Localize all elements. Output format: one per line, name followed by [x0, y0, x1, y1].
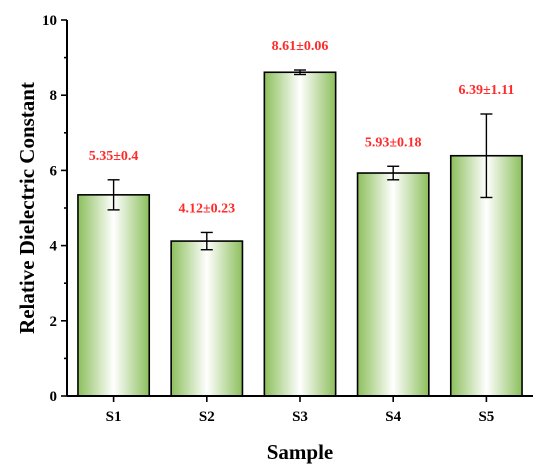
bar-s3: [263, 71, 337, 397]
y-tick-label-2: 2: [50, 314, 58, 330]
y-tick-label-4: 4: [50, 239, 58, 255]
data-label-s2: 4.12±0.23: [178, 201, 235, 216]
x-tick-label-s1: S1: [106, 409, 122, 425]
bar-s4: [356, 172, 430, 397]
error-bar-s1: [107, 179, 120, 211]
bar-s1: [77, 194, 151, 397]
error-bar-s2: [200, 231, 213, 251]
y-axis-label: Relative Dielectric Constant: [15, 82, 39, 334]
y-tick-label-8: 8: [50, 88, 58, 104]
data-labels-layer: 5.35±0.4 4.12±0.23 8.61±0.06 5.93±0.18 6.39±…: [89, 39, 515, 216]
data-label-s4: 5.93±0.18: [365, 135, 422, 150]
error-bar-s3: [294, 69, 306, 76]
data-label-s5: 6.39±1.11: [458, 83, 514, 98]
x-tick-label-s5: S5: [478, 409, 494, 425]
x-tick-label-s4: S4: [385, 409, 401, 425]
data-label-s1: 5.35±0.4: [89, 149, 139, 164]
data-label-s3: 8.61±0.06: [272, 39, 329, 54]
y-tick-label-0: 0: [50, 389, 58, 405]
axes-layer: S1 S2 S3 S4 S5 0 2 4 6 8 10: [42, 13, 533, 425]
bars-layer: [77, 71, 523, 397]
y-tick-label-10: 10: [42, 13, 57, 29]
error-bar-s4: [387, 165, 400, 181]
bar-s2: [170, 240, 244, 397]
x-tick-label-s2: S2: [199, 409, 215, 425]
error-bar-s5: [480, 113, 493, 199]
error-bars-layer: [107, 69, 493, 251]
x-tick-label-s3: S3: [292, 409, 308, 425]
y-tick-label-6: 6: [50, 163, 58, 179]
x-axis-label: Sample: [267, 440, 334, 464]
